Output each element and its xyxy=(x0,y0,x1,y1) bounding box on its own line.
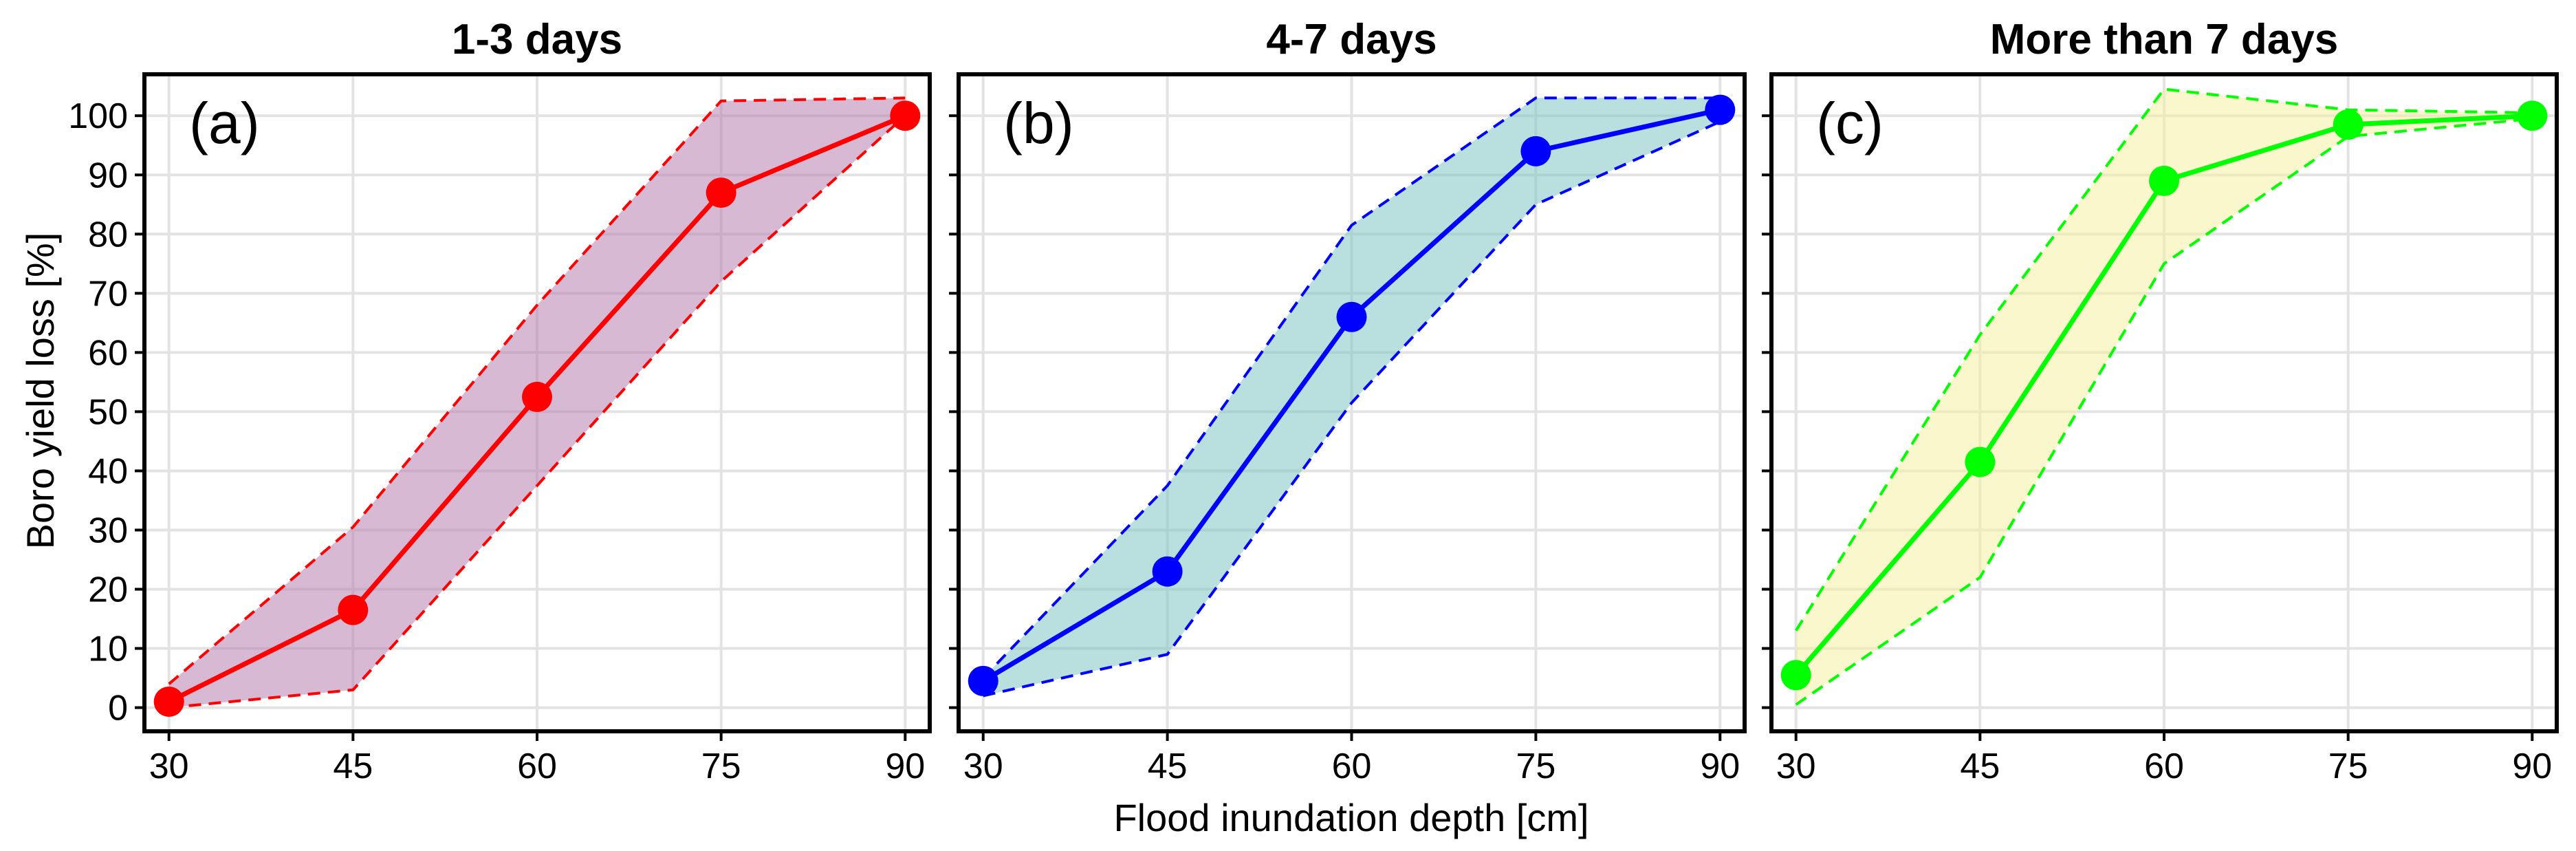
x-tick-label: 45 xyxy=(1148,746,1188,786)
panel-3: 30 45 60 75 90 More than 7 days (c) xyxy=(1762,16,2559,786)
data-point xyxy=(522,381,552,412)
x-tick-label: 30 xyxy=(963,746,1003,786)
y-tick-label: 100 xyxy=(68,96,128,136)
x-tick-label: 60 xyxy=(2144,746,2184,786)
y-tick-label: 0 xyxy=(108,689,128,729)
x-tick-label: 60 xyxy=(1332,746,1372,786)
panel-title: 1-3 days xyxy=(452,16,622,63)
data-point xyxy=(1520,136,1551,166)
data-point xyxy=(1780,660,1811,691)
data-point xyxy=(1705,94,1736,125)
lower-bound-line xyxy=(168,114,906,709)
panel-1: 30 45 60 75 90 0 10 20 30 40 50 60 70 80 90 100 1-3 days… xyxy=(68,16,932,786)
y-tick-label: 30 xyxy=(88,510,128,550)
data-point xyxy=(153,686,184,717)
y-tick-label: 50 xyxy=(88,392,128,432)
y-tick-label: 40 xyxy=(88,451,128,491)
upper-bound-line xyxy=(982,96,1721,679)
y-tick-label: 20 xyxy=(88,570,128,610)
x-tick-label: 30 xyxy=(1776,746,1816,786)
y-tick-label: 10 xyxy=(88,629,128,669)
x-axis-label: Flood inundation depth [cm] xyxy=(1113,796,1589,839)
data-point xyxy=(2149,165,2179,196)
x-tick-label: 45 xyxy=(333,746,373,786)
panel-2: 30 45 60 75 90 4-7 days (b) xyxy=(949,16,1747,786)
y-tick-label: 90 xyxy=(88,155,128,195)
x-tick-label: 30 xyxy=(149,746,189,786)
x-tick-label: 75 xyxy=(1516,746,1556,786)
y-tick-label: 60 xyxy=(88,333,128,373)
data-point xyxy=(1965,446,1996,477)
upper-bound-line xyxy=(1794,87,2533,632)
upper-bound-line xyxy=(168,96,906,685)
confidence-band xyxy=(983,98,1721,696)
lower-bound-line xyxy=(983,120,1721,698)
panel-title: More than 7 days xyxy=(1990,16,2338,63)
confidence-band xyxy=(1795,89,2533,705)
panel-title: 4-7 days xyxy=(1266,16,1437,63)
data-point xyxy=(338,594,369,625)
panel-label: (a) xyxy=(189,91,260,155)
data-point xyxy=(968,665,998,696)
data-point xyxy=(2517,100,2548,131)
panel-label: (b) xyxy=(1003,91,1074,155)
data-point xyxy=(706,177,736,208)
data-point xyxy=(1336,301,1367,332)
x-tick-label: 90 xyxy=(2512,746,2552,786)
x-tick-label: 75 xyxy=(2328,746,2368,786)
panel-label: (c) xyxy=(1816,91,1884,155)
data-point xyxy=(2333,109,2364,140)
x-tick-label: 90 xyxy=(1700,746,1740,786)
y-axis-label: Boro yield loss [%] xyxy=(19,233,62,550)
data-point xyxy=(890,100,921,131)
lower-bound-line xyxy=(1795,117,2533,706)
y-tick-label: 70 xyxy=(88,274,128,314)
y-tick-label: 80 xyxy=(88,215,128,255)
x-tick-label: 75 xyxy=(701,746,741,786)
x-tick-label: 60 xyxy=(517,746,557,786)
x-tick-label: 90 xyxy=(885,746,925,786)
x-tick-label: 45 xyxy=(1960,746,2000,786)
data-point xyxy=(1152,556,1183,587)
